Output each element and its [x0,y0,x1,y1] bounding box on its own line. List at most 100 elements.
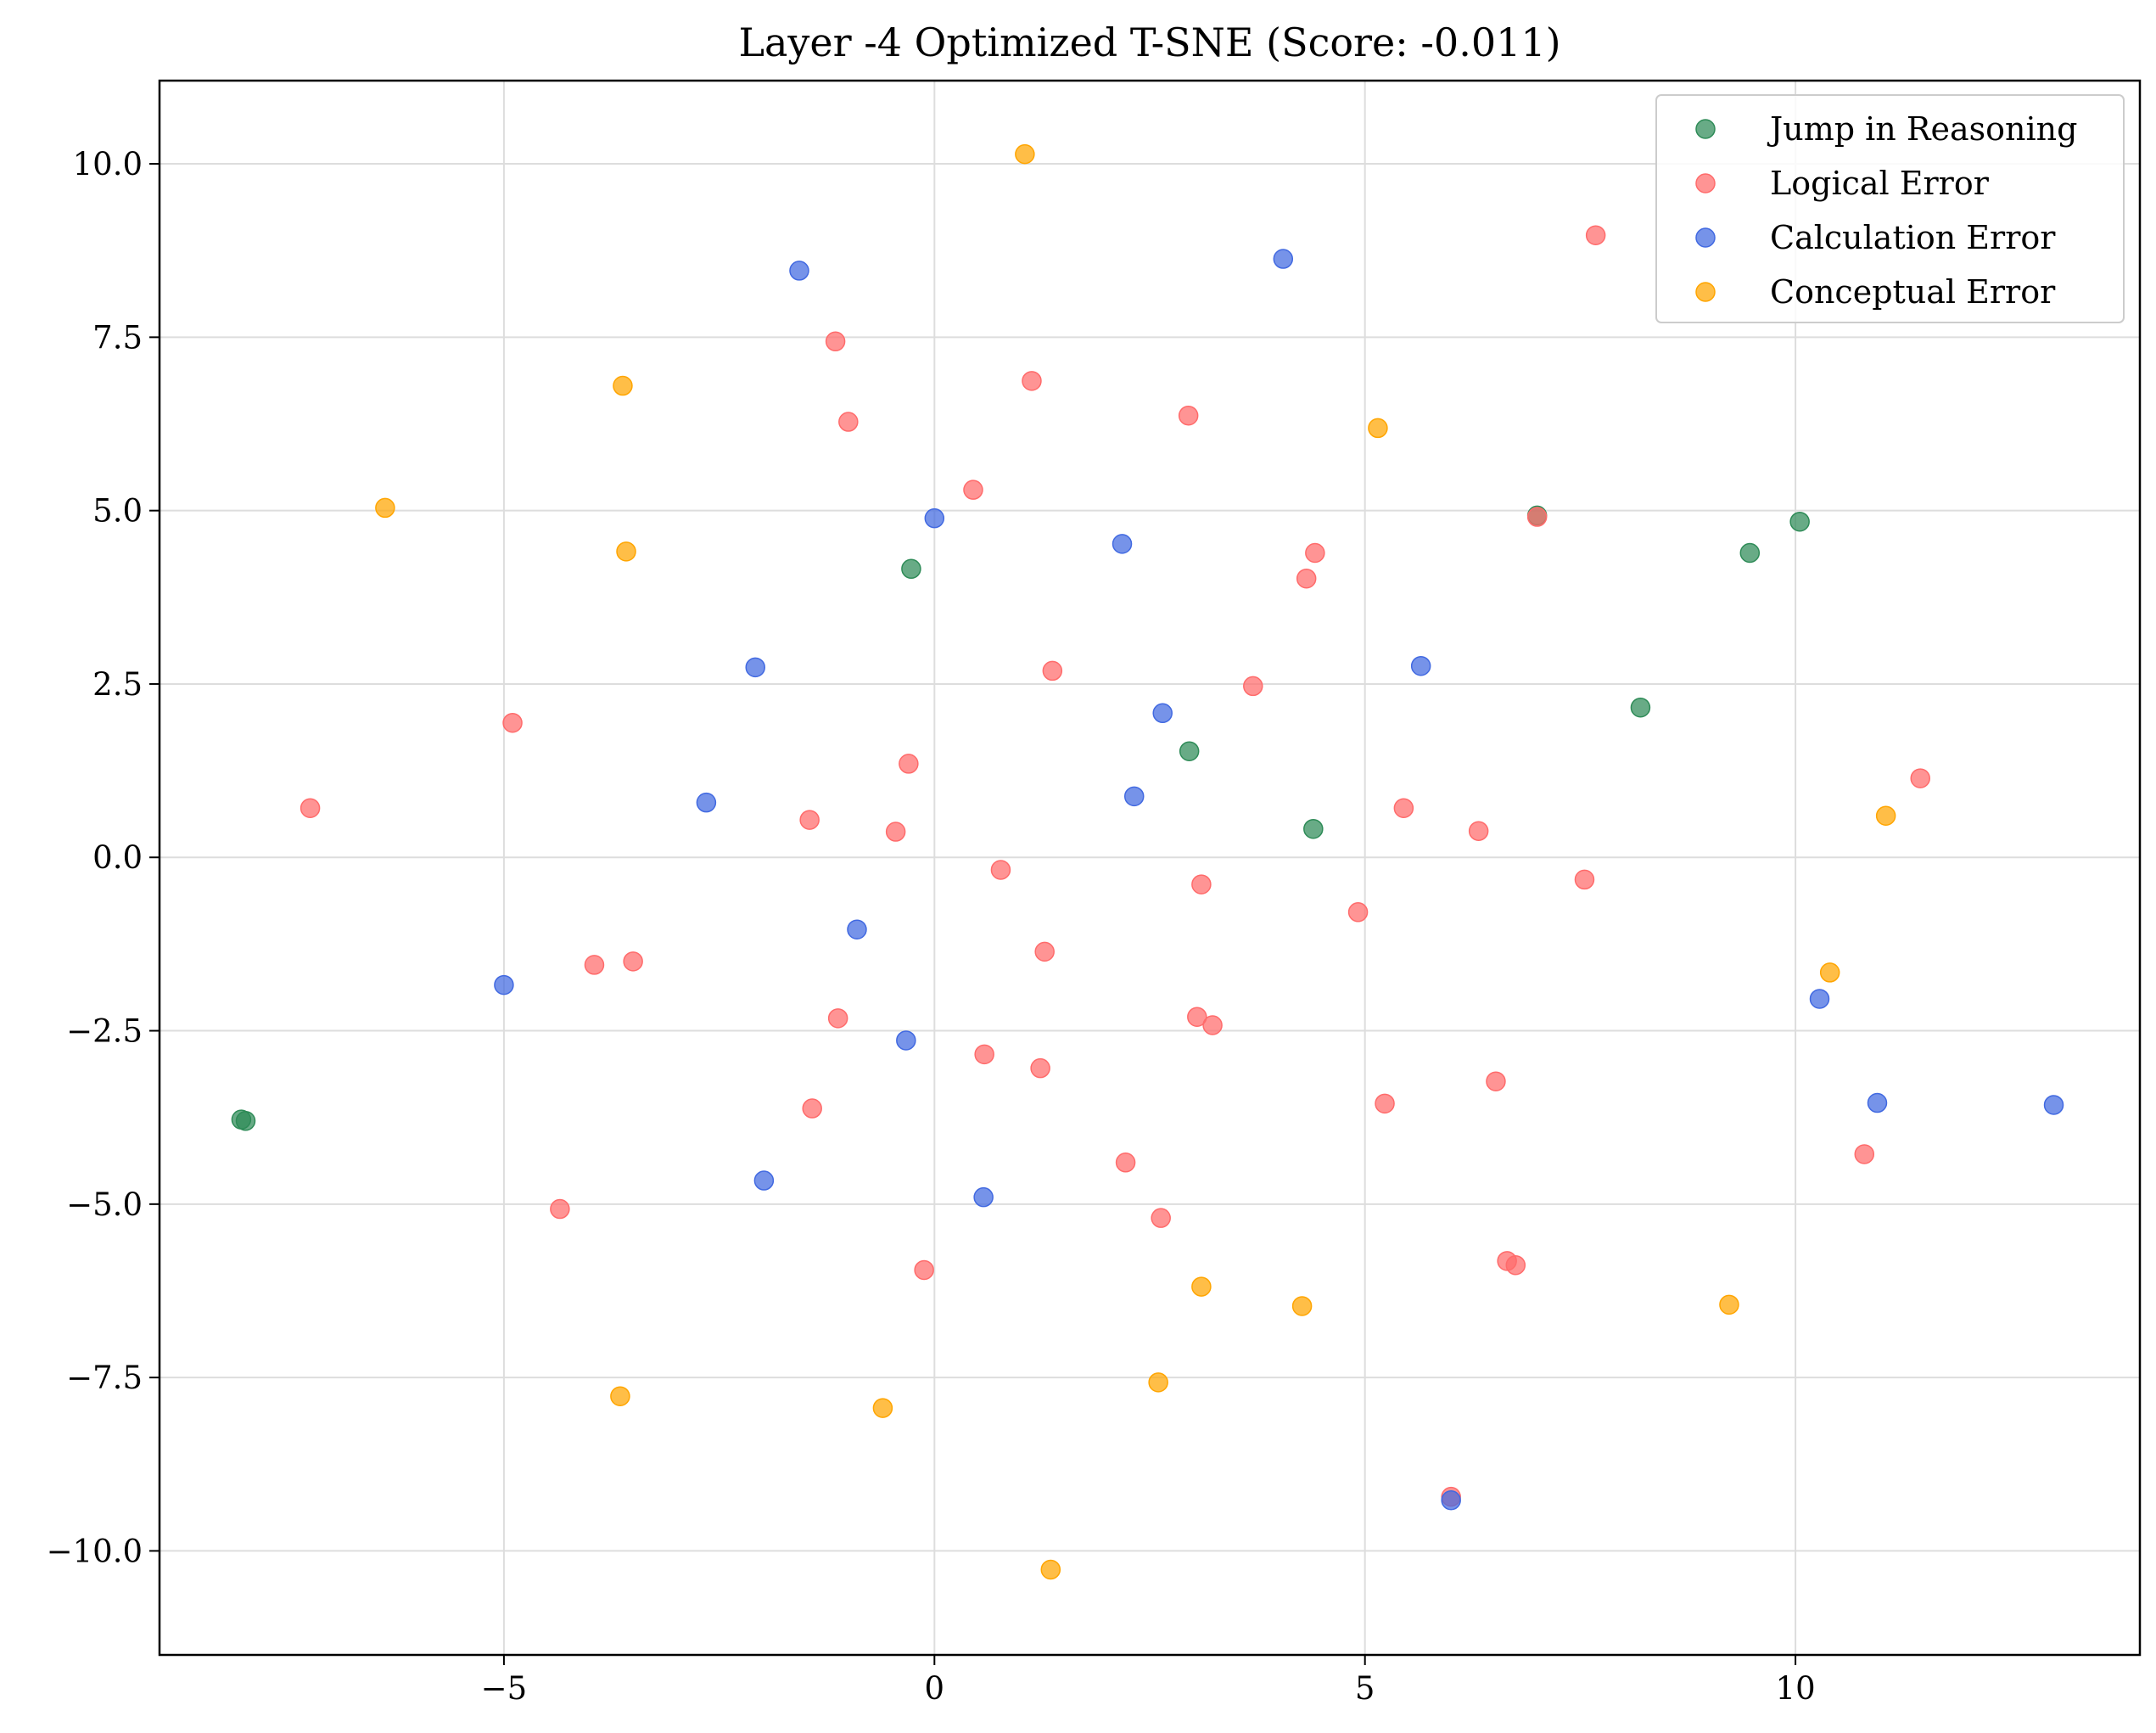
data-point [1526,507,1548,527]
data-point [1148,1372,1168,1393]
data-point [1178,405,1199,426]
grid-lines [160,81,2140,1655]
y-tick-label: 2.5 [92,666,143,703]
y-axis: 10.0 7.5 5.0 2.5 0.0 −2.5 −5.0 −7.5 −10.0 [47,146,160,1569]
series-logical-error [300,225,1930,1507]
data-point [1296,568,1317,589]
data-point [1034,941,1055,962]
data-point [1042,660,1063,681]
data-point [1243,676,1263,697]
legend-label: Calculation Error [1770,219,2056,256]
data-point [899,754,919,774]
y-tick-label: 7.5 [92,319,143,356]
data-point [1347,902,1369,923]
data-point [1202,1015,1223,1035]
data-point [1393,798,1414,818]
data-point [616,541,636,562]
data-point [1273,249,1294,269]
data-point [1152,703,1173,724]
data-point [847,919,867,939]
data-point [494,974,514,995]
x-tick-label: −5 [481,1670,528,1707]
data-point [1015,143,1035,165]
data-point [1910,768,1930,788]
data-point [375,497,395,519]
data-point [1305,542,1325,564]
legend-label: Conceptual Error [1770,273,2056,311]
series-conceptual-error [375,143,1896,1580]
x-axis: −5 0 5 10 [481,1655,1816,1707]
data-point [1468,821,1489,841]
x-tick-label: 0 [925,1670,945,1707]
data-point [896,1030,916,1051]
legend-marker [1695,119,1716,139]
legend-label: Jump in Reasoning [1767,110,2077,148]
data-point [1040,1559,1061,1580]
data-point [610,1386,630,1406]
data-point [1022,371,1042,391]
y-tick-label: 0.0 [92,839,143,876]
data-point [300,798,321,818]
y-tick-label: −10.0 [47,1533,143,1569]
data-point [963,480,983,500]
series-calculation-error [494,249,2064,1511]
chart-title: Layer -4 Optimized T-SNE (Score: -0.011) [738,20,1560,65]
y-tick-label: 5.0 [92,493,143,530]
data-point [745,657,765,678]
data-point [974,1044,994,1065]
data-point [1191,874,1212,895]
data-point [825,331,846,352]
data-point [1115,1153,1136,1173]
data-point [1123,786,1145,807]
data-point [1789,511,1810,532]
data-point [1809,989,1830,1009]
data-point [1368,418,1388,439]
data-point [613,375,633,396]
legend-marker [1695,227,1716,248]
data-point [1030,1057,1050,1079]
data-point [1739,542,1761,564]
data-point [1191,1276,1212,1297]
data-point [1303,818,1324,839]
data-point [990,860,1011,880]
x-tick-label: 10 [1776,1670,1816,1707]
data-point [1574,869,1595,890]
data-point [1187,1007,1207,1027]
data-point [799,810,820,830]
data-point [827,1008,848,1029]
data-point [696,792,717,813]
data-point [623,951,643,972]
data-point [1410,655,1431,676]
data-point [1819,962,1840,983]
data-point [1441,1490,1461,1511]
data-point [885,822,906,842]
plot-area-frame [158,79,2142,1657]
data-point [1505,1254,1526,1276]
series-jump-in-reasoning [231,505,1810,1131]
y-tick-label: −7.5 [66,1360,143,1396]
data-point [1151,1208,1171,1228]
data-point [1854,1144,1875,1164]
data-point [924,508,945,529]
data-point [973,1186,994,1208]
data-point [753,1170,775,1191]
data-point [1719,1294,1739,1315]
data-point [235,1111,256,1131]
legend-box [1655,94,2125,323]
y-tick-label: −5.0 [66,1186,143,1223]
data-point [789,261,809,281]
data-point [914,1259,934,1281]
legend-label: Logical Error [1770,165,1990,202]
y-tick-label: −2.5 [66,1013,143,1050]
data-point [502,712,523,733]
data-point [872,1398,893,1418]
data-point [2043,1095,2064,1115]
x-tick-label: 5 [1355,1670,1375,1707]
data-point [1867,1092,1888,1113]
data-point [1875,805,1896,826]
data-point [1486,1071,1506,1091]
data-point [1630,697,1651,718]
data-point [1112,534,1133,554]
